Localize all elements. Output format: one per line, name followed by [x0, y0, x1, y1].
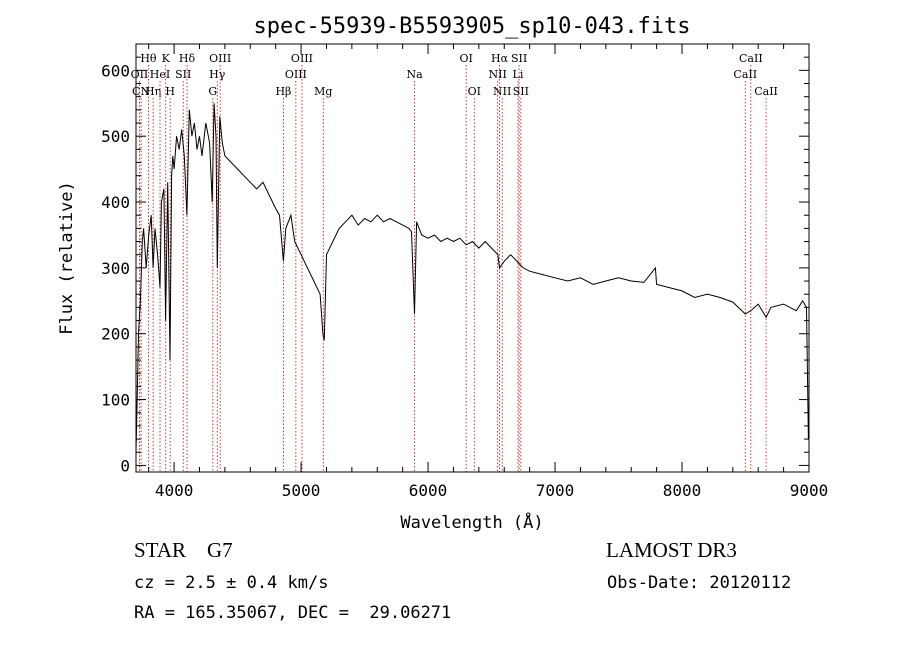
line-marker-label-17: OI: [459, 52, 472, 65]
y-tick-label-5: 500: [101, 127, 130, 146]
line-marker-label-18: OI: [468, 85, 481, 98]
y-axis: 0 100 200 300 400 500 600: [101, 56, 809, 475]
y-tick-label-6: 600: [101, 61, 130, 80]
x-axis: 4000 5000 6000 7000 8000 9000: [148, 44, 829, 500]
line-marker-label-9: OIII: [209, 52, 231, 65]
line-marker-label-0: Hθ: [140, 52, 157, 65]
line-marker-label-12: Hβ: [275, 85, 291, 98]
line-marker-label-22: SII: [511, 52, 527, 65]
line-marker-label-27: CaII: [754, 85, 778, 98]
line-marker-label-8: Hδ: [179, 52, 196, 65]
line-marker-label-24: SII: [513, 85, 529, 98]
y-tick-label-3: 300: [101, 259, 130, 278]
y-tick-label-0: 0: [120, 456, 130, 475]
line-marker-label-7: SII: [175, 68, 191, 81]
line-marker-label-26: CaII: [733, 68, 757, 81]
plot-frame: [135, 43, 810, 473]
line-marker-label-11: G: [208, 85, 217, 98]
y-axis-label: Flux (relative): [57, 181, 77, 335]
line-marker-label-25: CaII: [739, 52, 763, 65]
line-marker-label-1: OII: [131, 68, 149, 81]
line-marker-label-23: Li: [513, 68, 524, 81]
y-tick-label-1: 100: [101, 391, 130, 410]
line-marker-label-3: CN: [132, 85, 150, 98]
x-tick-label-1: 5000: [282, 481, 321, 500]
line-marker-label-21: NII: [493, 85, 511, 98]
line-marker-label-13: OIII: [291, 52, 313, 65]
x-tick-label-0: 4000: [155, 481, 194, 500]
line-marker-label-4: K: [162, 52, 171, 65]
line-marker-label-14: OIII: [285, 68, 307, 81]
line-marker-label-15: Mg: [314, 85, 332, 98]
line-marker-label-10: Hγ: [209, 68, 226, 81]
line-marker-label-6: H: [165, 85, 175, 98]
survey-name: LAMOST DR3: [606, 538, 737, 562]
x-tick-label-5: 9000: [790, 481, 829, 500]
spectrum-series: [135, 103, 809, 453]
x-tick-label-4: 8000: [663, 481, 702, 500]
line-marker-label-20: NII: [488, 68, 506, 81]
observation-date: Obs-Date: 20120112: [607, 573, 792, 593]
spectrum-line-0: [135, 103, 809, 453]
x-tick-label-3: 7000: [536, 481, 575, 500]
ra-dec: RA = 165.35067, DEC = 29.06271: [134, 603, 452, 623]
x-tick-label-2: 6000: [409, 481, 448, 500]
line-marker-label-19: Hα: [491, 52, 509, 65]
line-marker-label-5: HeI: [150, 68, 170, 81]
y-tick-label-2: 200: [101, 325, 130, 344]
line-marker-label-16: Na: [407, 68, 424, 81]
x-axis-label: Wavelength (Å): [400, 511, 543, 533]
chart-title: spec-55939-B5593905_sp10-043.fits: [253, 14, 690, 39]
y-tick-label-4: 400: [101, 193, 130, 212]
redshift-cz: cz = 2.5 ± 0.4 km/s: [134, 573, 329, 593]
line-marker-label-2: Hη: [145, 85, 161, 98]
object-class: STAR G7: [134, 538, 233, 562]
